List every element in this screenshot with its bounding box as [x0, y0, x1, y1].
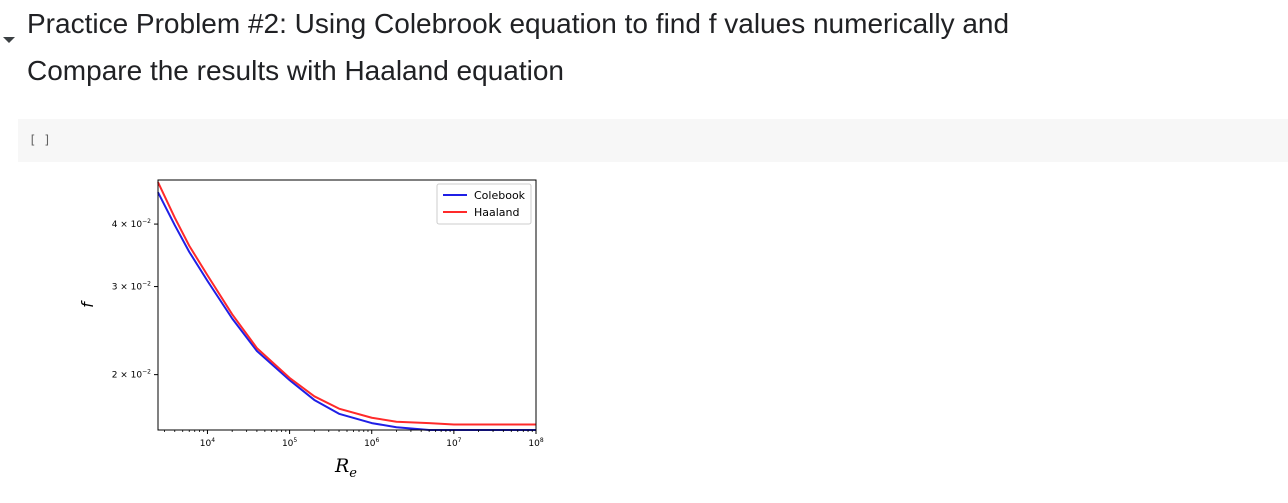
y-axis-label: f: [78, 300, 97, 308]
y-tick-label: 3 × 10−2: [112, 281, 151, 293]
collapse-section-icon[interactable]: [3, 37, 15, 43]
cell-run-indicator[interactable]: [ ]: [29, 133, 51, 147]
section-heading: Practice Problem #2: Using Colebrook equ…: [27, 0, 1009, 94]
section-heading-line1: Practice Problem #2: Using Colebrook equ…: [27, 8, 1010, 39]
x-axis-label: Re: [334, 455, 357, 481]
x-tick-label: 106: [364, 437, 379, 449]
code-cell[interactable]: [18, 119, 1288, 162]
x-tick-label: 108: [528, 437, 543, 449]
legend: Colebook Haaland: [436, 183, 532, 225]
series-line-colebook: [157, 191, 536, 431]
section-heading-line2: Compare the results with Haaland equatio…: [27, 55, 564, 86]
legend-label-colebook: Colebook: [474, 189, 526, 202]
legend-label-haaland: Haaland: [474, 206, 520, 219]
cell-output: 104 105 106 107 108 2 × 10−2 3 × 10−2 4 × 10−2 …: [75, 170, 555, 490]
series-line-haaland: [157, 181, 536, 426]
x-tick-label: 107: [446, 437, 461, 449]
x-axis-label-subscript: e: [349, 466, 357, 481]
y-tick-label: 4 × 10−2: [112, 218, 151, 230]
y-tick-label: 2 × 10−2: [112, 369, 151, 381]
x-axis-label-main: R: [334, 455, 349, 477]
x-tick-label: 105: [282, 437, 297, 449]
x-tick-label: 104: [200, 437, 215, 449]
